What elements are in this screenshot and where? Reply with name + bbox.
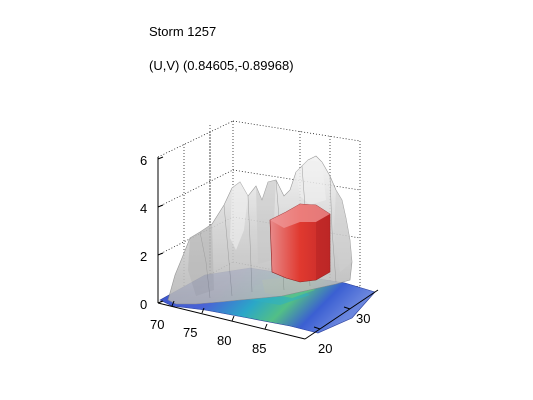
- x-axis-line: [157, 302, 306, 340]
- z-tick-label: 4: [140, 201, 147, 216]
- z-tick-label: 6: [140, 153, 147, 168]
- x-tick-labels: 70 75 80 85: [150, 317, 266, 356]
- z-tick-labels: 0 2 4 6: [140, 153, 147, 312]
- chart-subtitle: (U,V) (0.84605,-0.89968): [149, 58, 294, 73]
- x-tick-label: 80: [217, 333, 231, 348]
- red-region: [269, 203, 331, 283]
- x-tick-label: 70: [150, 317, 164, 332]
- x-tick-label: 75: [183, 325, 197, 340]
- y-tick-label: 30: [356, 311, 370, 326]
- chart-title: Storm 1257: [149, 24, 217, 39]
- y-tick-label: 20: [318, 341, 332, 356]
- y-axis-line: [304, 289, 379, 340]
- axes: [157, 156, 379, 340]
- z-tick-label: 0: [140, 297, 147, 312]
- x-tick-label: 85: [252, 341, 266, 356]
- z-tick-label: 2: [140, 249, 147, 264]
- y-tick-labels: 20 30: [318, 311, 370, 356]
